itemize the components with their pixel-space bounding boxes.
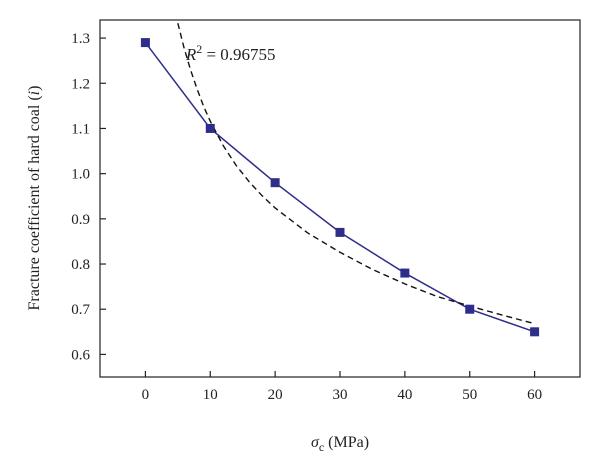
data-point-marker (530, 327, 540, 337)
y-axis-title-main: Fracture coefficient of hard coal ( (26, 95, 43, 310)
y-axis-title-close: ) (26, 86, 43, 91)
x-tick-label: 40 (397, 387, 412, 403)
annotation-sup: 2 (196, 42, 202, 56)
data-point-marker (335, 227, 345, 237)
y-axis-title-var: i (26, 91, 43, 95)
data-point-marker (205, 123, 215, 133)
annotation-var: R (185, 45, 197, 64)
y-tick-label: 1.2 (71, 76, 90, 92)
x-tick-label: 0 (142, 387, 150, 403)
series-layer (144, 22, 535, 333)
x-axis-title-sub: c (319, 440, 324, 454)
x-axis-ticks: 0 10 20 30 40 50 60 (142, 371, 542, 403)
x-axis-title-symbol: σ (311, 434, 320, 451)
y-tick-label: 1.0 (71, 167, 90, 183)
data-point-marker (140, 38, 150, 48)
y-tick-label: 0.8 (71, 257, 90, 273)
data-point-marker (465, 304, 475, 314)
plot-frame (99, 19, 581, 378)
y-tick-label: 0.6 (71, 347, 90, 363)
x-tick-label: 50 (462, 387, 477, 403)
annotation-r-squared: R2 = 0.96755 (185, 42, 276, 64)
data-point-marker (270, 178, 280, 188)
marker-layer (140, 38, 540, 337)
y-tick-label: 1.3 (71, 31, 90, 47)
x-tick-label: 60 (527, 387, 542, 403)
y-tick-label: 1.1 (71, 121, 90, 137)
x-axis-title-unit: (MPa) (324, 434, 369, 451)
data-point-marker (400, 268, 410, 278)
x-tick-label: 30 (333, 387, 348, 403)
annotation-value: = 0.96755 (202, 45, 275, 64)
y-tick-label: 0.9 (71, 212, 90, 228)
fit-curve-line (177, 22, 535, 325)
data-series-line (144, 42, 535, 333)
y-axis-title: Fracture coefficient of hard coal (i) (26, 86, 43, 311)
x-axis-title: σc (MPa) (311, 434, 369, 454)
x-tick-label: 10 (203, 387, 218, 403)
x-tick-label: 20 (268, 387, 283, 403)
y-tick-label: 0.7 (71, 302, 90, 318)
y-axis-ticks: 0.6 0.7 0.8 0.9 1.0 1.1 1.2 1.3 (71, 31, 106, 363)
